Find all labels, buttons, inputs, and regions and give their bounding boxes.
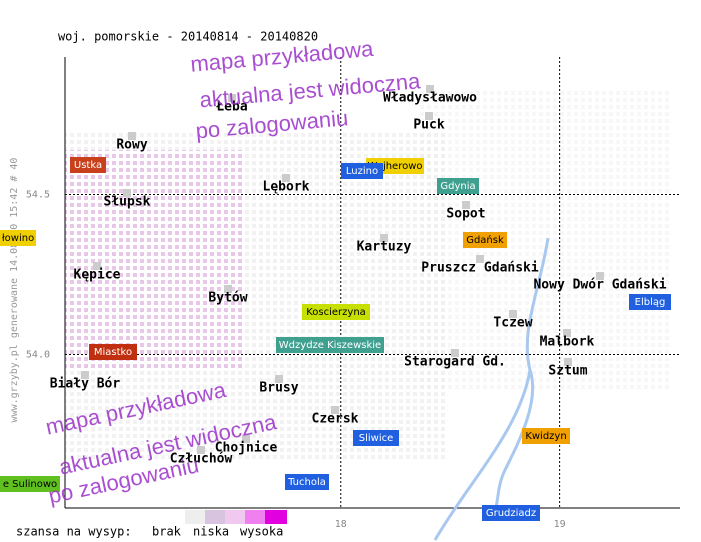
place-tag-label: Tuchola [287, 477, 326, 488]
place-tag-label: Wdzydze Kiszewskie [279, 340, 381, 351]
legend: szansa na wysyp: brak niska wysoka [16, 510, 287, 539]
legend-title: szansa na wysyp: [16, 525, 132, 539]
city-label: Kępice [74, 268, 121, 283]
city-label: Lębork [263, 180, 310, 195]
side-text: www.grzyby.pl generowane 14.08.20 15:42 … [9, 158, 20, 423]
city-label: Brusy [259, 381, 298, 396]
legend-level: wysoka [240, 525, 283, 539]
city-marker [596, 272, 604, 280]
legend-swatch [245, 510, 265, 524]
city-marker [509, 310, 517, 318]
city-label: Władysławowo [383, 91, 477, 106]
city-marker [224, 285, 232, 293]
city-marker [123, 189, 131, 197]
place-tag-label: e Sulinowo [3, 479, 57, 490]
place-tag-label: Koscierzyna [306, 307, 366, 318]
place-tag-label: łowino [2, 233, 34, 244]
legend-level: brak [152, 525, 182, 539]
city-label: Starogard Gd. [404, 355, 506, 370]
place-tag [276, 337, 384, 353]
place-tag-label: Elbląg [635, 297, 666, 308]
y-tick-label: 54.5 [26, 190, 50, 201]
city-label: Sopot [446, 207, 485, 222]
place-tag-label: Miastko [94, 347, 132, 358]
city-label: Słupsk [104, 195, 151, 210]
legend-swatch [185, 510, 205, 524]
chance-dots [65, 150, 245, 370]
place-tag-label: Sliwice [359, 433, 394, 444]
city-label: Pruszcz Gdański [421, 261, 539, 276]
city-marker [93, 262, 101, 270]
city-label: Czersk [312, 412, 359, 427]
place-tag [285, 474, 329, 490]
place-tag [353, 430, 399, 446]
place-tag [0, 476, 60, 492]
city-label: Człuchów [170, 452, 233, 467]
city-label: Biały Bór [50, 377, 121, 392]
place-tag [70, 157, 106, 173]
city-marker [128, 132, 136, 140]
city-marker [564, 358, 572, 366]
city-label: Malbork [540, 335, 595, 350]
city-label: Tczew [493, 316, 532, 331]
place-tag [482, 505, 540, 521]
place-tag [89, 344, 137, 360]
city-label: Rowy [116, 138, 147, 153]
city-label: Kartuzy [357, 240, 412, 255]
place-tag-label: Wejherowo [367, 161, 422, 172]
place-tag [341, 163, 383, 179]
city-label: Bytów [208, 291, 247, 306]
place-tag-label: Ustka [74, 160, 102, 171]
city-label: Puck [413, 118, 444, 133]
y-tick-label: 54.0 [26, 349, 50, 360]
place-tag-label: Gdańsk [466, 234, 504, 246]
legend-swatch [205, 510, 225, 524]
place-tag-label: Gdynia [440, 181, 475, 192]
place-tag [0, 230, 36, 246]
city-label: Chojnice [215, 441, 278, 456]
river [433, 237, 550, 541]
x-tick-label: 19 [554, 519, 566, 530]
city-marker [282, 174, 290, 182]
place-tag-label: Grudziadz [486, 508, 536, 519]
place-tag [629, 294, 671, 310]
place-tag-label: Kwidzyn [525, 431, 566, 442]
title: woj. pomorskie - 20140814 - 20140820 [58, 30, 318, 44]
city-marker [81, 371, 89, 379]
city-label: Łeba [215, 100, 247, 115]
legend-level: niska [193, 525, 229, 539]
place-tag [437, 178, 479, 194]
place-tag [522, 428, 570, 444]
city-marker [331, 406, 339, 414]
city-marker [426, 85, 434, 93]
place-tag [302, 304, 370, 320]
legend-swatch [265, 510, 287, 524]
city-marker [242, 435, 250, 443]
legend-swatch [225, 510, 245, 524]
city-marker [462, 201, 470, 209]
city-marker [451, 349, 459, 357]
city-marker [476, 255, 484, 263]
city-marker [197, 446, 205, 454]
city-label: Sztum [548, 364, 587, 379]
city-label: Nowy Dwór Gdański [533, 278, 666, 293]
dot-grid [420, 90, 670, 390]
place-tag [463, 232, 507, 248]
x-tick-label: 18 [335, 519, 347, 530]
city-marker [563, 329, 571, 337]
city-marker [425, 112, 433, 120]
city-marker [380, 234, 388, 242]
city-marker [275, 375, 283, 383]
place-tag-label: Luzino [346, 166, 378, 177]
city-marker [228, 94, 236, 102]
